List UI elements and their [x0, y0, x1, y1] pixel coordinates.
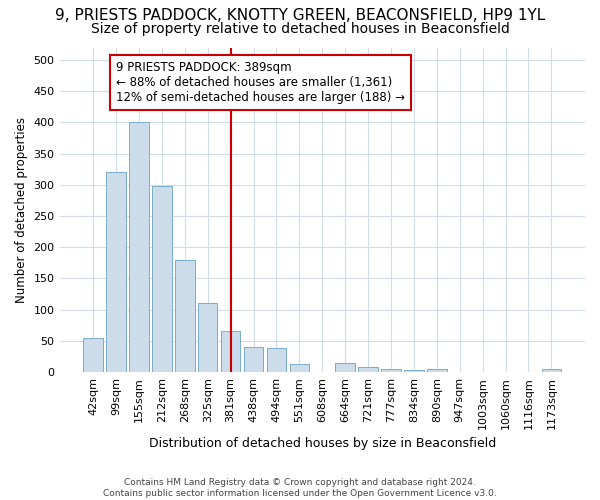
Bar — [290, 364, 309, 372]
Bar — [381, 369, 401, 372]
Text: 9, PRIESTS PADDOCK, KNOTTY GREEN, BEACONSFIELD, HP9 1YL: 9, PRIESTS PADDOCK, KNOTTY GREEN, BEACON… — [55, 8, 545, 22]
Bar — [198, 304, 217, 372]
X-axis label: Distribution of detached houses by size in Beaconsfield: Distribution of detached houses by size … — [149, 437, 496, 450]
Bar — [427, 369, 446, 372]
Bar — [175, 260, 194, 372]
Bar — [267, 348, 286, 372]
Bar — [358, 367, 378, 372]
Bar — [129, 122, 149, 372]
Bar — [404, 370, 424, 372]
Bar — [542, 369, 561, 372]
Bar — [335, 362, 355, 372]
Bar — [83, 338, 103, 372]
Text: Contains HM Land Registry data © Crown copyright and database right 2024.
Contai: Contains HM Land Registry data © Crown c… — [103, 478, 497, 498]
Bar — [244, 347, 263, 372]
Text: 9 PRIESTS PADDOCK: 389sqm
← 88% of detached houses are smaller (1,361)
12% of se: 9 PRIESTS PADDOCK: 389sqm ← 88% of detac… — [116, 61, 405, 104]
Bar — [221, 332, 241, 372]
Text: Size of property relative to detached houses in Beaconsfield: Size of property relative to detached ho… — [91, 22, 509, 36]
Bar — [106, 172, 126, 372]
Y-axis label: Number of detached properties: Number of detached properties — [15, 116, 28, 302]
Bar — [152, 186, 172, 372]
